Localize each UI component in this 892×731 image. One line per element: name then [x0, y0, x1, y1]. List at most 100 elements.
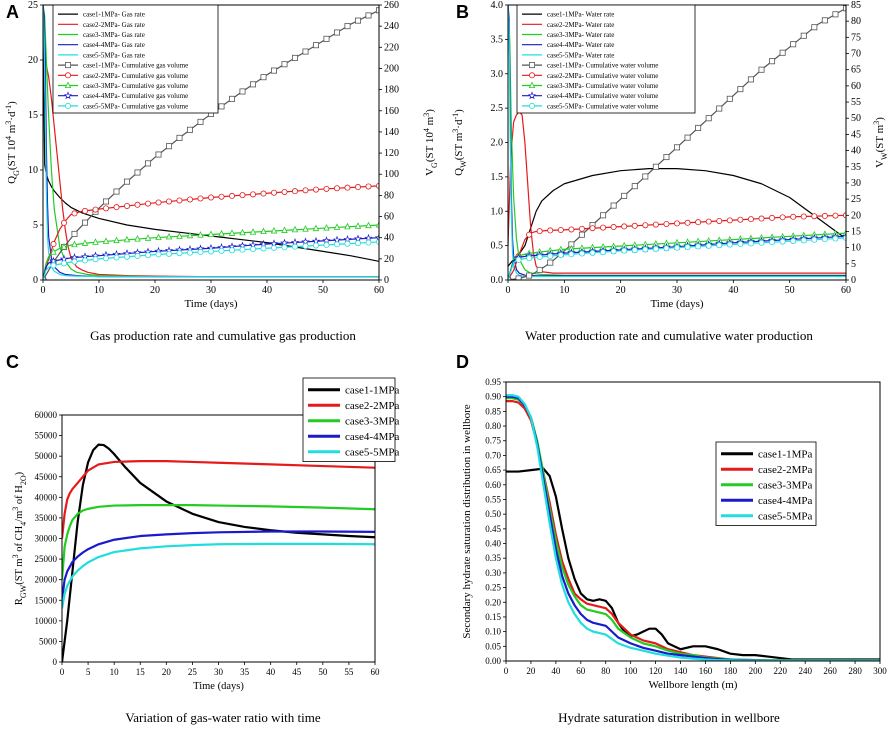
x-axis: 0 5 10 15 20 25 30 35 40 45 50 55 60 — [60, 662, 380, 677]
y2-tick-label: 0 — [384, 275, 389, 286]
series-marker-6 — [631, 183, 638, 190]
series-marker-8 — [312, 224, 320, 232]
series-marker-10 — [365, 239, 372, 246]
legend-label: case4-4MPa- Cumulative gas volume — [83, 92, 188, 100]
series-marker-6 — [758, 66, 765, 73]
legend-marker — [529, 72, 536, 79]
y2-tick-label: 25 — [851, 194, 861, 205]
series-marker-6 — [302, 48, 309, 55]
legend-label: case2-2MPa- Gas rate — [83, 21, 145, 29]
series-marker-10 — [673, 244, 680, 251]
series-marker-6 — [779, 49, 786, 56]
series-marker-8 — [197, 231, 204, 238]
series-marker-10 — [631, 247, 638, 254]
x-tick-label: 50 — [318, 285, 328, 296]
series-marker-6 — [291, 54, 298, 61]
series-marker-7 — [684, 219, 691, 226]
y-tick-label: 2.0 — [491, 138, 504, 149]
y-tick-label: 30000 — [35, 534, 58, 544]
x-tick-label: 20 — [616, 285, 626, 296]
legend-label: case5-5MPa- Gas rate — [83, 51, 145, 59]
legend-label: case3-3MPa — [345, 416, 399, 428]
series-marker-6 — [600, 212, 607, 219]
series-marker-6 — [663, 154, 670, 161]
series-marker-7 — [155, 199, 162, 206]
legend-label: case2-2MPa- Water rate — [547, 21, 614, 29]
series-marker-10 — [536, 254, 543, 261]
series-marker-8 — [144, 234, 152, 241]
y2-tick-label: 120 — [384, 148, 399, 159]
legend-label: case3-3MPa- Cumulative water volume — [547, 82, 658, 90]
series-line-5 — [43, 5, 379, 278]
legend-marker — [528, 81, 536, 88]
y2-tick-label: 260 — [384, 0, 399, 11]
series-marker-7 — [663, 220, 670, 227]
x-tick-label: 100 — [624, 666, 638, 676]
legend-label: case3-3MPa- Gas rate — [83, 31, 145, 39]
y-tick-label: 5 — [33, 220, 38, 231]
series-marker-6 — [270, 67, 277, 74]
series-marker-7 — [176, 197, 183, 204]
series-marker-7 — [811, 213, 818, 220]
panel-b-caption: Water production rate and cumulative wat… — [525, 328, 813, 343]
x-tick-label: 120 — [649, 666, 663, 676]
series-marker-6 — [228, 95, 235, 102]
series-line-9 — [43, 237, 379, 280]
x-axis-title: Time (days) — [184, 298, 237, 310]
series-marker-7 — [800, 213, 807, 220]
x-tick-label: 40 — [262, 285, 272, 296]
y-tick-label: 0 — [33, 275, 38, 286]
series-marker-10 — [832, 235, 839, 242]
panel-c-caption: Variation of gas-water ratio with time — [125, 710, 321, 725]
legend: case1-1MPa- Water rate case2-2MPa- Water … — [516, 4, 696, 114]
series-marker-6 — [705, 115, 712, 122]
x-tick-label: 45 — [292, 667, 302, 677]
y-tick-label: 10 — [28, 165, 38, 176]
y-tick-label: 0.70 — [485, 450, 501, 460]
legend-label: case4-4MPa — [345, 431, 399, 443]
series-marker-8 — [218, 229, 225, 237]
panel-a-caption: Gas production rate and cumulative gas p… — [90, 328, 356, 343]
legend-box — [516, 4, 696, 114]
series-marker-10 — [61, 260, 68, 267]
x-tick-label: 30 — [214, 667, 224, 677]
y-tick-label: 0.55 — [485, 494, 501, 504]
series-marker-10 — [281, 244, 288, 251]
series-marker-7 — [578, 225, 585, 232]
series-marker-7 — [365, 183, 372, 190]
series-marker-10 — [218, 247, 225, 254]
y-tick-label: 0.0 — [491, 275, 504, 286]
y-tick-label: 25000 — [35, 554, 58, 564]
x-tick-label: 40 — [551, 666, 561, 676]
series-marker-6 — [323, 35, 330, 42]
series-marker-7 — [239, 192, 246, 199]
series-marker-6 — [578, 231, 585, 238]
series-marker-6 — [134, 169, 141, 176]
y-tick-label: 0.65 — [485, 465, 501, 475]
y-axis-title: QW(ST m3·d-1) — [451, 109, 468, 176]
series-marker-10 — [578, 250, 585, 257]
series-marker-7 — [737, 216, 744, 223]
y2-tick-label: 240 — [384, 21, 399, 32]
series-line-10 — [43, 241, 379, 280]
x-tick-label: 20 — [526, 666, 536, 676]
panel-a: A 0 10 20 30 40 50 60 0 5 10 15 20 25 0 20 40 60 80 100 120… — [0, 0, 446, 350]
series-marker-7 — [50, 241, 57, 248]
y2-tick-label: 55 — [851, 97, 861, 108]
series-marker-7 — [186, 196, 193, 203]
series-line-5 — [62, 542, 375, 609]
y2-tick-label: 40 — [851, 146, 861, 157]
series-marker-8 — [92, 238, 99, 245]
y-tick-label: 15000 — [35, 595, 58, 605]
y-tick-label: 1.5 — [491, 172, 504, 183]
series-marker-6 — [800, 32, 807, 39]
y-tick-label: 15 — [28, 110, 38, 121]
y-tick-label: 20000 — [35, 575, 58, 585]
y-tick-label: 0.80 — [485, 421, 501, 431]
series-marker-10 — [737, 241, 744, 248]
series-marker-8 — [50, 248, 57, 255]
x-tick-label: 60 — [576, 666, 586, 676]
y2-tick-label: 50 — [851, 113, 861, 124]
panel-a-letter: A — [6, 2, 19, 22]
legend-marker — [529, 102, 536, 109]
